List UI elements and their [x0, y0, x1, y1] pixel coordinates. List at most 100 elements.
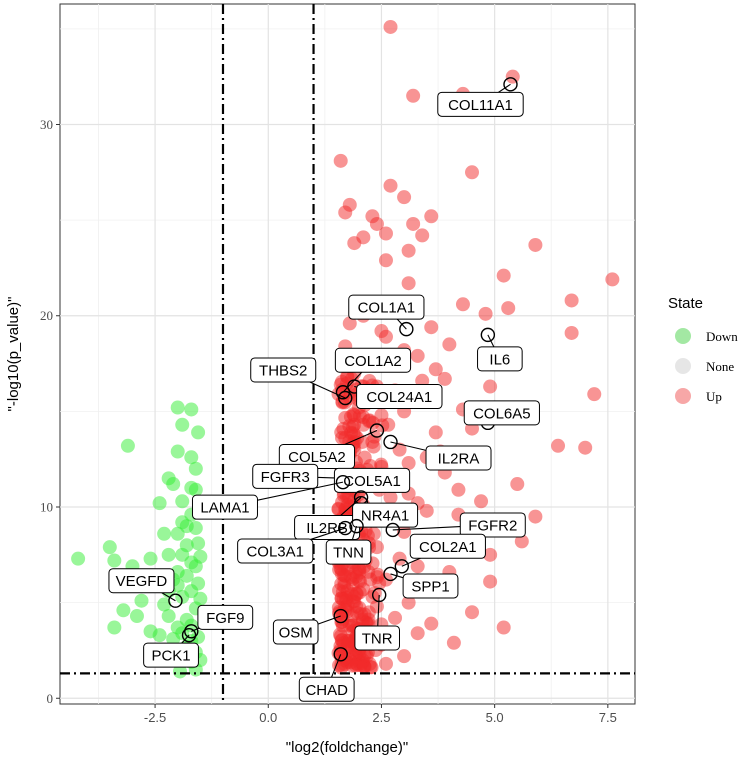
up-point: [369, 216, 384, 231]
up-point: [428, 425, 443, 440]
up-point: [465, 605, 480, 620]
gene-label-fgfr2: FGFR2: [385, 512, 526, 538]
up-point: [342, 390, 357, 405]
legend-label-up: Up: [706, 389, 722, 404]
up-point: [388, 610, 403, 625]
up-point: [587, 387, 602, 402]
down-point: [152, 496, 167, 511]
gene-label-text: COL6A5: [473, 405, 531, 422]
legend-label-down: Down: [706, 329, 738, 344]
gene-label-text: VEGFD: [116, 573, 168, 590]
legend-key-down: [675, 328, 691, 344]
up-point: [514, 534, 529, 549]
up-point: [564, 325, 579, 340]
up-point: [505, 69, 520, 84]
up-point: [369, 599, 384, 614]
gene-label-text: FGFR2: [468, 517, 517, 534]
gene-highlight-ring: [349, 518, 364, 534]
gene-label-thbs2: THBS2: [250, 357, 353, 406]
gene-label-text: COL1A2: [344, 353, 402, 370]
gene-label-text: COL24A1: [366, 389, 432, 406]
legend: State Down None Up: [668, 295, 738, 404]
up-dense-point: [335, 618, 350, 633]
gene-highlight-ring: [338, 520, 353, 536]
gene-label-col6a5: COL6A5: [463, 400, 540, 431]
down-point: [193, 591, 208, 606]
gene-highlight-ring: [385, 522, 400, 538]
down-point: [152, 628, 167, 643]
up-point: [465, 165, 480, 180]
gene-label-text: COL1A1: [358, 300, 416, 317]
down-point: [175, 494, 190, 509]
up-point: [378, 253, 393, 268]
up-point: [347, 589, 362, 604]
up-point: [333, 153, 348, 168]
up-dense-point: [337, 579, 352, 594]
gene-label-box: [409, 533, 486, 559]
gene-label-box: [252, 463, 319, 489]
gene-label-text: CHAD: [305, 682, 348, 699]
gene-label-lama1: LAMA1: [191, 474, 351, 520]
down-point: [129, 609, 144, 624]
up-point: [342, 633, 357, 648]
gene-label-osm: OSM: [272, 608, 348, 645]
up-point: [401, 276, 416, 291]
gene-label-col1a1: COL1A1: [348, 294, 425, 337]
down-point: [107, 553, 122, 568]
y-axis-ticks: 0 10 20 30: [40, 117, 60, 706]
gene-label-tnn: TNN: [325, 518, 372, 565]
up-point: [378, 572, 393, 587]
gene-label-box: [250, 357, 317, 383]
legend-title: State: [668, 295, 703, 312]
gene-highlight-ring: [383, 566, 398, 582]
up-point: [446, 635, 461, 650]
up-point: [415, 228, 430, 243]
gene-label-chad: CHAD: [298, 647, 355, 702]
up-point: [605, 272, 620, 287]
up-point: [365, 434, 380, 449]
gene-label-box: [272, 619, 319, 645]
gene-label-text: COL5A2: [288, 449, 346, 466]
gene-label-pck1: PCK1: [143, 627, 199, 668]
gene-label-box: [333, 467, 411, 493]
up-point: [356, 417, 371, 432]
gene-highlight-ring: [333, 608, 348, 624]
up-point: [383, 490, 398, 505]
gene-label-box: [425, 445, 492, 471]
gene-label-col11a1: COL11A1: [437, 77, 524, 117]
up-point: [428, 362, 443, 377]
up-point: [442, 337, 457, 352]
gene-label-text: OSM: [279, 625, 313, 642]
gene-label-col5a1: COL5A1: [333, 467, 411, 493]
up-point: [378, 656, 393, 671]
gene-highlight-ring: [338, 390, 353, 406]
down-point: [157, 597, 172, 612]
up-point: [397, 524, 412, 539]
up-point: [437, 371, 452, 386]
up-point: [401, 456, 416, 471]
gene-label-fgf9: FGF9: [184, 604, 254, 639]
x-tick-label: 0.0: [259, 710, 277, 725]
up-point: [383, 19, 398, 34]
threshold-lines: [60, 4, 635, 704]
up-point: [483, 547, 498, 562]
down-point: [107, 620, 122, 635]
gene-highlight-ring: [168, 593, 183, 608]
up-point: [410, 348, 425, 363]
down-point: [191, 536, 206, 551]
x-axis-ticks: -2.5 0.0 2.5 5.0 7.5: [144, 704, 617, 725]
up-point: [347, 236, 362, 251]
y-axis-title: "-log10(p_value)": [5, 297, 22, 412]
gene-label-spp1: SPP1: [383, 566, 459, 599]
gene-label-text: COL3A1: [246, 544, 304, 561]
up-point: [510, 477, 525, 492]
gene-label-box: [356, 384, 443, 410]
up-point: [424, 616, 439, 631]
legend-label-none: None: [706, 359, 734, 374]
down-point: [170, 400, 185, 415]
y-tick-label: 20: [40, 308, 53, 323]
gene-label-box: [298, 676, 355, 702]
gene-label-text: TNR: [362, 630, 393, 647]
up-point: [338, 603, 353, 618]
gene-label-text: FGFR3: [261, 469, 310, 486]
